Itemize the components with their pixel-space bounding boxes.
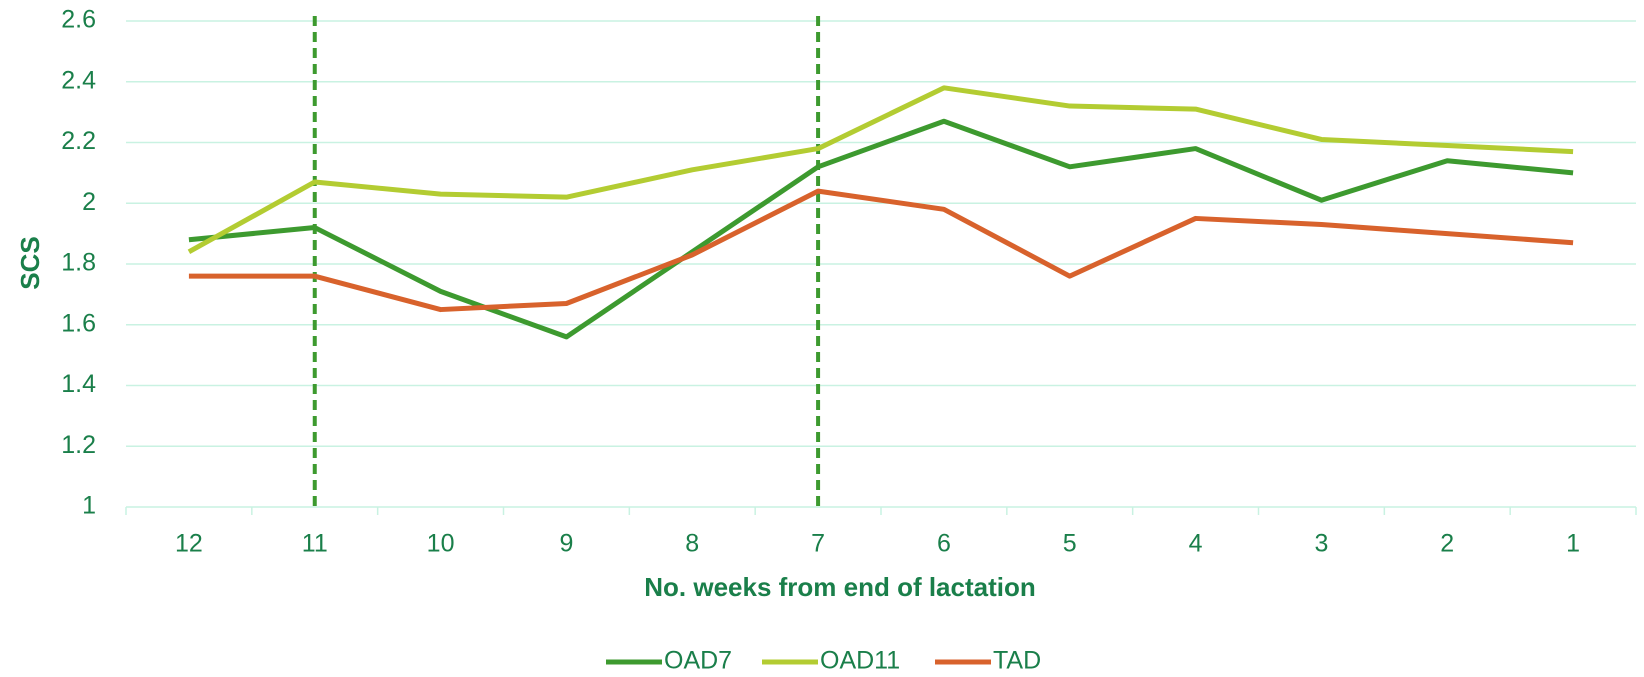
x-tick-label: 7 — [811, 530, 825, 558]
y-axis-label: SCS — [15, 236, 45, 289]
x-tick-label: 6 — [937, 530, 951, 558]
x-tick-label: 12 — [175, 530, 203, 558]
x-tick-label: 9 — [559, 530, 573, 558]
y-tick-label: 1.8 — [61, 249, 96, 277]
series-line — [187, 85, 1574, 255]
y-tick-label: 1.2 — [61, 431, 96, 459]
y-tick-label: 2.6 — [61, 6, 96, 34]
x-tick-label: 4 — [1189, 530, 1203, 558]
x-tick-label: 8 — [685, 530, 699, 558]
y-tick-label: 1 — [82, 492, 96, 520]
legend-label: OAD11 — [820, 647, 900, 675]
y-tick-label: 1.6 — [61, 309, 96, 337]
legend-label: TAD — [993, 647, 1041, 675]
y-tick-label: 2 — [82, 188, 96, 216]
y-tick-label: 1.4 — [61, 370, 96, 398]
y-tick-label: 2.4 — [61, 66, 96, 94]
x-tick-label: 3 — [1314, 530, 1328, 558]
legend-label: OAD7 — [664, 647, 732, 675]
x-tick-label: 5 — [1063, 530, 1077, 558]
x-tick-label: 11 — [302, 530, 328, 558]
x-tick-label: 2 — [1440, 530, 1454, 558]
y-tick-label: 2.2 — [61, 127, 96, 155]
x-axis-label: No. weeks from end of lactation — [644, 572, 1036, 602]
x-tick-label: 10 — [427, 530, 455, 558]
series-line — [188, 118, 1574, 340]
series-line — [188, 188, 1574, 313]
x-tick-label: 1 — [1566, 530, 1580, 558]
